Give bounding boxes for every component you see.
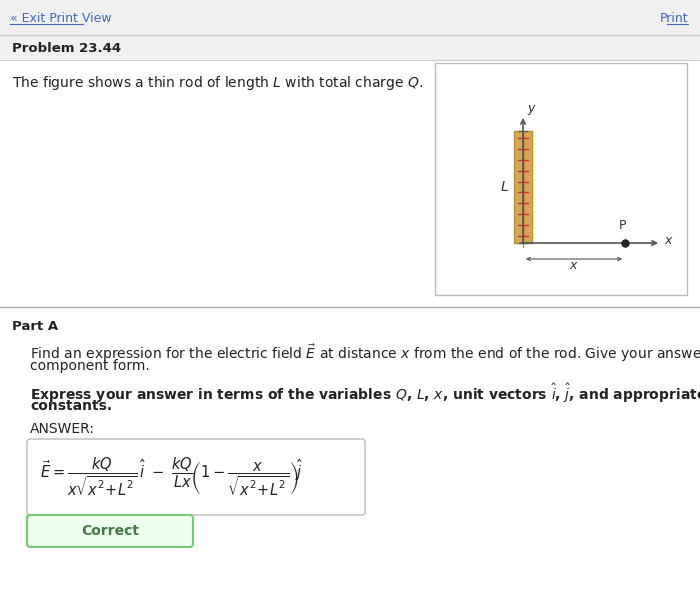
Text: $\vec{E} = \dfrac{kQ}{x\sqrt{x^2\!+\!L^2}}\,\hat{i}\ -\ \dfrac{kQ}{Lx}\!\left(1 : $\vec{E} = \dfrac{kQ}{x\sqrt{x^2\!+\!L^2… bbox=[40, 456, 303, 498]
Text: Problem 23.44: Problem 23.44 bbox=[12, 41, 121, 54]
FancyBboxPatch shape bbox=[0, 35, 700, 60]
Text: Correct: Correct bbox=[81, 524, 139, 538]
FancyBboxPatch shape bbox=[435, 63, 687, 295]
Text: Print: Print bbox=[659, 11, 688, 25]
Text: Express your answer in terms of the variables $Q$, $L$, $x$, unit vectors $\hat{: Express your answer in terms of the vari… bbox=[30, 382, 700, 405]
Text: Find an expression for the electric field $\vec{E}$ at distance $x$ from the end: Find an expression for the electric fiel… bbox=[30, 342, 700, 363]
Text: component form.: component form. bbox=[30, 359, 150, 373]
Text: $x$: $x$ bbox=[569, 259, 579, 272]
Text: constants.: constants. bbox=[30, 399, 112, 413]
Text: y: y bbox=[527, 102, 534, 115]
Text: « Exit Print View: « Exit Print View bbox=[10, 11, 111, 25]
Text: $L$: $L$ bbox=[500, 180, 509, 194]
Text: x: x bbox=[664, 234, 671, 247]
Text: The figure shows a thin rod of length $L$ with total charge $Q$.: The figure shows a thin rod of length $L… bbox=[12, 74, 423, 92]
Text: P: P bbox=[620, 219, 626, 232]
FancyBboxPatch shape bbox=[27, 439, 365, 515]
FancyBboxPatch shape bbox=[0, 0, 700, 35]
FancyBboxPatch shape bbox=[27, 515, 193, 547]
Text: Part A: Part A bbox=[12, 320, 58, 333]
Bar bbox=[514, 131, 532, 243]
Text: ANSWER:: ANSWER: bbox=[30, 422, 95, 436]
